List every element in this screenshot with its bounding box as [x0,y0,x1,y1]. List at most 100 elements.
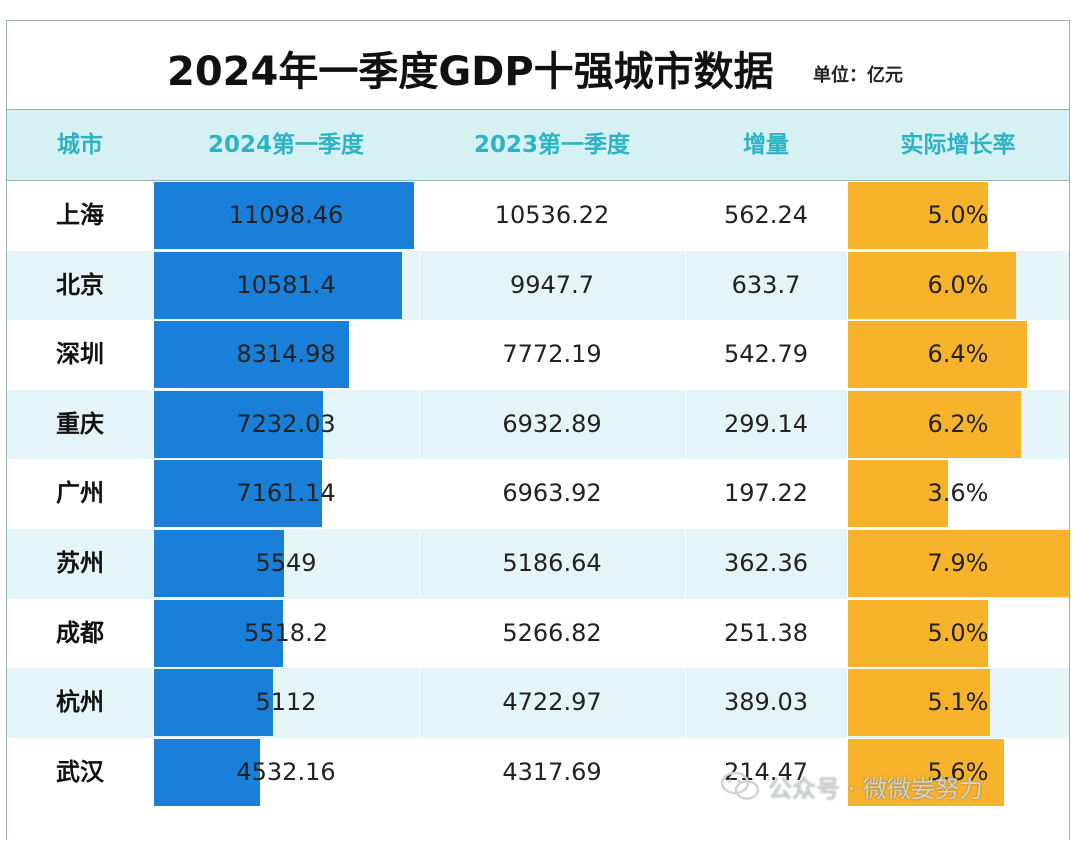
table-row: 深圳 8314.98 7772.19 542.79 6.4% [7,320,1069,390]
column-divider [685,668,686,738]
table-row: 上海 11098.46 10536.22 562.24 5.0% [7,181,1069,251]
column-divider [153,181,154,251]
column-divider [419,668,420,738]
watermark: 公众号 · 微微妛努力 [720,766,983,806]
header-increase: 增量 [743,132,789,158]
header-q1-2024: 2024第一季度 [207,132,364,158]
growth-cell: 3.6% [927,479,989,508]
increase-cell: 542.79 [724,340,808,369]
column-divider [847,459,848,529]
q1-2024-cell: 7161.14 [236,479,336,508]
growth-bar [847,599,988,667]
header-city: 城市 [57,132,103,158]
column-divider [153,250,154,321]
column-divider [153,389,154,460]
column-divider [153,320,154,390]
gdp-bar [153,390,323,458]
q1-2024-cell: 4532.16 [236,757,336,786]
column-divider [153,737,154,808]
growth-cell: 5.1% [927,688,989,717]
gdp-bar [153,460,322,528]
growth-bar [847,182,988,249]
header-growth: 实际增长率 [900,132,1016,158]
growth-cell: 7.9% [927,549,989,577]
q1-2024-cell: 5518.2 [244,618,328,647]
q1-2024-cell: 7232.03 [236,409,336,438]
table-body: 上海 11098.46 10536.22 562.24 5.0% 北京 10581.4 994… [7,181,1069,841]
growth-cell: 6.2% [927,409,989,438]
growth-cell: 5.0% [927,618,989,647]
column-divider [153,529,154,599]
city-cell: 广州 [56,479,104,508]
column-divider [685,529,686,599]
unit-label: 单位：亿元 [813,65,903,86]
column-divider [153,668,154,738]
column-divider [847,181,848,251]
column-divider [419,598,420,669]
table-row: 重庆 7232.03 6932.89 299.14 6.2% [7,389,1069,460]
title-bar: 2024年一季度GDP十强城市数据 单位：亿元 [7,21,1069,109]
column-divider [685,250,686,321]
increase-cell: 633.7 [731,270,801,299]
column-divider [685,459,686,529]
column-divider [419,737,420,808]
column-divider [419,389,420,460]
column-divider [685,181,686,251]
table-row: 成都 5518.2 5266.82 251.38 5.0% [7,598,1069,669]
increase-cell: 389.03 [724,688,808,717]
column-divider [419,250,420,321]
table-frame: 2024年一季度GDP十强城市数据 单位：亿元 城市 2024第一季度 2023… [6,20,1070,840]
column-divider [153,459,154,529]
column-divider [685,598,686,669]
q1-2023-cell: 4722.97 [502,688,602,717]
city-cell: 重庆 [56,409,104,438]
watermark-text: 公众号 · 微微妛努力 [768,774,983,803]
gdp-bar [153,182,414,249]
growth-bar [847,460,948,528]
page-title: 2024年一季度GDP十强城市数据 [167,49,774,95]
column-divider [685,389,686,460]
wechat-icon [720,771,760,800]
q1-2023-cell: 6932.89 [502,409,602,438]
increase-cell: 362.36 [724,549,808,577]
column-divider [419,529,420,599]
city-cell: 杭州 [56,688,104,717]
q1-2024-cell: 8314.98 [236,340,336,369]
gdp-bar [153,530,284,597]
gdp-bar [153,321,349,389]
q1-2023-cell: 5186.64 [502,549,602,577]
city-cell: 上海 [56,201,104,229]
growth-bar [847,321,1027,389]
q1-2024-cell: 11098.46 [228,201,344,229]
growth-cell: 6.0% [927,270,989,299]
table-row: 广州 7161.14 6963.92 197.22 3.6% [7,459,1069,529]
column-divider [419,181,420,251]
city-cell: 北京 [56,270,104,299]
header-q1-2023: 2023第一季度 [473,132,630,158]
column-divider [685,320,686,390]
column-divider [847,598,848,669]
q1-2023-cell: 4317.69 [502,757,602,786]
increase-cell: 197.22 [724,479,808,508]
q1-2023-cell: 9947.7 [510,270,594,299]
growth-cell: 6.4% [927,340,989,369]
city-cell: 武汉 [56,757,104,786]
q1-2023-cell: 5266.82 [502,618,602,647]
table-row: 北京 10581.4 9947.7 633.7 6.0% [7,250,1069,321]
gdp-bar [153,738,260,806]
column-divider [847,668,848,738]
column-divider [847,529,848,599]
city-cell: 深圳 [56,340,104,369]
column-divider [847,320,848,390]
city-cell: 成都 [56,618,104,647]
growth-bar [847,251,1016,319]
growth-cell: 5.0% [927,201,989,229]
increase-cell: 251.38 [724,618,808,647]
q1-2024-cell: 5112 [255,688,317,717]
column-divider [847,250,848,321]
gdp-bar [153,669,273,737]
growth-bar [847,390,1021,458]
column-divider [419,320,420,390]
growth-cell: 5.6% [927,757,989,786]
column-divider [847,737,848,808]
